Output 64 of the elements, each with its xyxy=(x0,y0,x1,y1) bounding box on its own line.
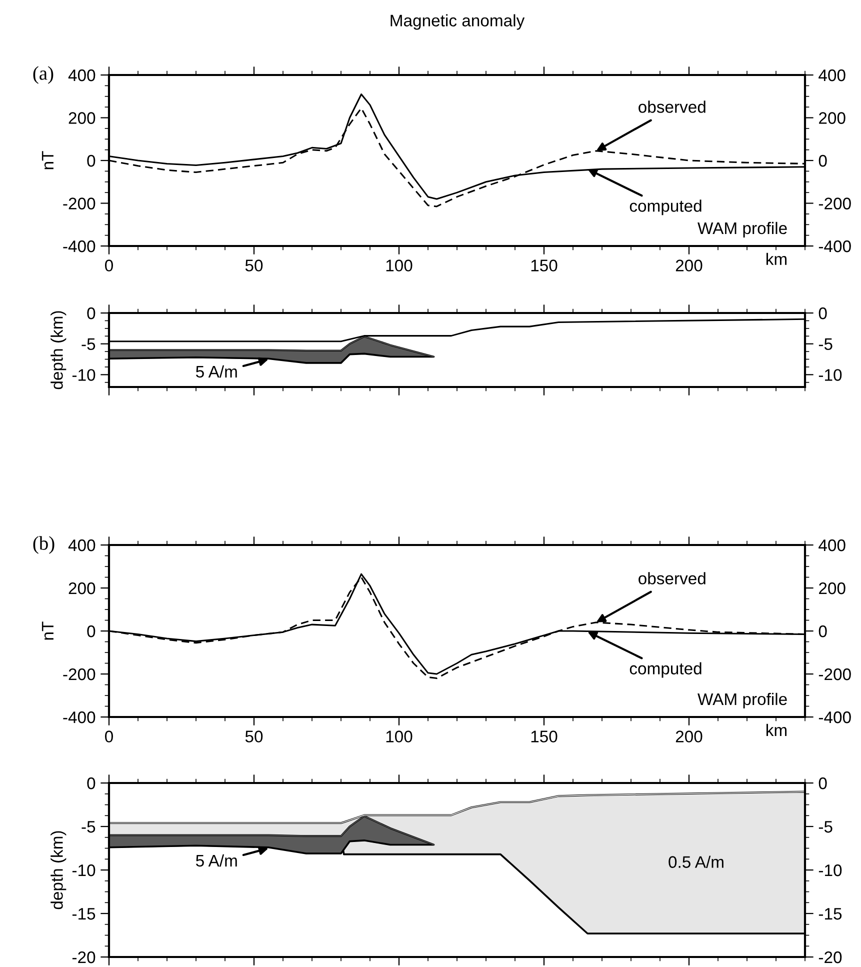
y-axis-title: nT xyxy=(42,151,54,170)
x-tick-label: 150 xyxy=(531,260,558,272)
y-tick-label: 0 xyxy=(87,625,96,638)
annotation: computed xyxy=(630,662,702,678)
y2-tick-label: -5 xyxy=(818,821,832,833)
x-axis-title: km xyxy=(766,724,786,736)
annotation: WAM profile xyxy=(698,692,787,708)
x-tick-label: 50 xyxy=(245,730,263,742)
y-tick-label: 0 xyxy=(87,777,96,790)
x-tick-label: 100 xyxy=(386,730,412,742)
y-tick-label: 0 xyxy=(87,307,96,320)
y2-tick-label: -10 xyxy=(818,369,842,381)
y-tick-label: -20 xyxy=(72,951,96,964)
y2-tick-label: -400 xyxy=(818,711,851,724)
y2-tick-label: -200 xyxy=(818,668,851,680)
annotation: 5 A/m xyxy=(196,854,237,867)
x-tick-label: 200 xyxy=(676,730,702,742)
y-tick-label: -5 xyxy=(82,821,96,833)
x-tick-label: 0 xyxy=(105,730,113,742)
x-tick-label: 0 xyxy=(105,260,113,272)
y-tick-label: -400 xyxy=(63,240,96,252)
y2-tick-label: 0 xyxy=(818,154,827,167)
annotation: observed xyxy=(638,100,706,113)
y2-tick-label: 400 xyxy=(818,69,846,82)
y2-tick-label: -15 xyxy=(818,908,842,920)
y2-tick-label: -5 xyxy=(818,338,832,350)
y-tick-label: 200 xyxy=(68,112,96,124)
annotation: 5 A/m xyxy=(196,365,237,378)
chart-title: Magnetic anomaly xyxy=(390,14,525,30)
y-tick-label: -400 xyxy=(63,711,96,724)
y2-tick-label: -400 xyxy=(818,240,851,252)
y-tick-label: -15 xyxy=(72,908,96,920)
y-axis-title: nT xyxy=(42,622,54,640)
y2-tick-label: 0 xyxy=(818,777,827,790)
annotation: computed xyxy=(630,200,702,216)
y2-tick-label: -10 xyxy=(818,864,842,876)
y-axis-title: depth (km) xyxy=(50,311,66,390)
text: (b) xyxy=(33,536,54,554)
y2-tick-label: 200 xyxy=(819,582,846,594)
annotation: WAM profile xyxy=(698,222,787,238)
x-axis-title: km xyxy=(766,252,786,265)
text: (a) xyxy=(33,66,54,84)
x-tick-label: 150 xyxy=(531,730,558,742)
x-tick-label: 200 xyxy=(676,260,702,272)
y-tick-label: 200 xyxy=(68,582,96,594)
y2-tick-label: -200 xyxy=(818,198,851,210)
y2-tick-label: 400 xyxy=(818,539,846,552)
y-tick-label: -200 xyxy=(63,668,96,680)
y-tick-label: -10 xyxy=(72,369,96,381)
x-tick-label: 100 xyxy=(386,260,412,272)
y-tick-label: 400 xyxy=(68,69,96,82)
y2-tick-label: 0 xyxy=(818,307,827,320)
y2-tick-label: 0 xyxy=(818,625,827,638)
annotation: observed xyxy=(638,572,706,584)
text: 0.5 A/m xyxy=(668,856,724,868)
y-axis-title: depth (km) xyxy=(50,831,66,910)
y2-tick-label: 200 xyxy=(819,112,846,124)
y-tick-label: 400 xyxy=(68,539,96,552)
y2-tick-label: -20 xyxy=(818,951,842,964)
y-tick-label: -10 xyxy=(72,864,96,876)
y-tick-label: -5 xyxy=(82,338,96,350)
x-tick-label: 50 xyxy=(245,260,263,272)
y-tick-label: -200 xyxy=(63,198,96,210)
y-tick-label: 0 xyxy=(87,154,96,167)
